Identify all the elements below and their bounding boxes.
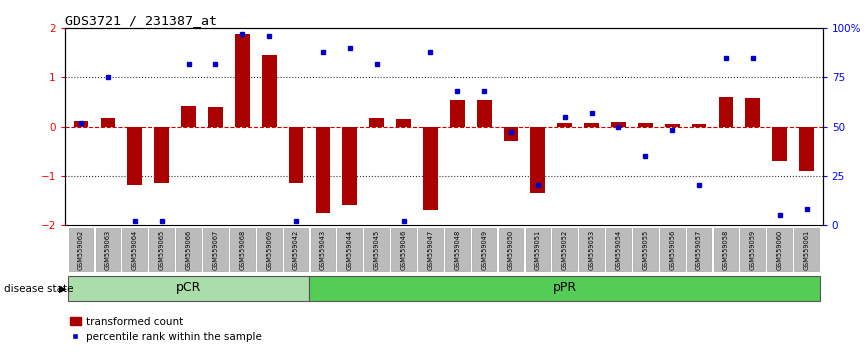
- FancyBboxPatch shape: [95, 228, 120, 272]
- Bar: [449, 99, 465, 126]
- Text: pPR: pPR: [553, 281, 577, 295]
- FancyBboxPatch shape: [740, 228, 766, 272]
- Text: GSM559059: GSM559059: [750, 229, 756, 270]
- FancyBboxPatch shape: [499, 228, 523, 272]
- FancyBboxPatch shape: [176, 228, 201, 272]
- FancyBboxPatch shape: [257, 228, 281, 272]
- Text: GSM559049: GSM559049: [481, 229, 488, 270]
- Bar: [558, 123, 572, 126]
- FancyBboxPatch shape: [526, 228, 550, 272]
- FancyBboxPatch shape: [122, 228, 147, 272]
- FancyBboxPatch shape: [68, 276, 309, 301]
- Text: GSM559043: GSM559043: [320, 229, 326, 270]
- Bar: [315, 126, 330, 212]
- Text: GSM559047: GSM559047: [428, 229, 433, 270]
- Bar: [74, 121, 88, 126]
- Text: GSM559066: GSM559066: [185, 229, 191, 270]
- Bar: [531, 126, 546, 193]
- Text: GSM559052: GSM559052: [562, 229, 568, 270]
- Text: disease state: disease state: [4, 284, 74, 293]
- Text: GSM559060: GSM559060: [777, 229, 783, 270]
- Text: GSM559053: GSM559053: [589, 229, 595, 270]
- Text: ▶: ▶: [59, 284, 67, 293]
- FancyBboxPatch shape: [338, 228, 362, 272]
- FancyBboxPatch shape: [284, 228, 308, 272]
- FancyBboxPatch shape: [230, 228, 255, 272]
- Bar: [799, 126, 814, 171]
- Legend: transformed count, percentile rank within the sample: transformed count, percentile rank withi…: [70, 317, 262, 342]
- Text: GSM559045: GSM559045: [373, 229, 379, 270]
- FancyBboxPatch shape: [579, 228, 604, 272]
- FancyBboxPatch shape: [660, 228, 685, 272]
- FancyBboxPatch shape: [606, 228, 630, 272]
- Text: GSM559061: GSM559061: [804, 229, 810, 270]
- FancyBboxPatch shape: [365, 228, 389, 272]
- Bar: [719, 97, 734, 126]
- Bar: [504, 126, 519, 141]
- Text: GSM559046: GSM559046: [400, 229, 406, 270]
- Text: GSM559068: GSM559068: [239, 229, 245, 270]
- FancyBboxPatch shape: [391, 228, 416, 272]
- Text: GSM559064: GSM559064: [132, 229, 138, 270]
- FancyBboxPatch shape: [687, 228, 712, 272]
- Text: GSM559069: GSM559069: [266, 229, 272, 270]
- Text: GSM559054: GSM559054: [616, 229, 622, 270]
- Bar: [423, 126, 438, 210]
- Bar: [477, 99, 492, 126]
- Bar: [262, 55, 276, 126]
- Text: GSM559058: GSM559058: [723, 229, 729, 270]
- Text: GSM559051: GSM559051: [535, 229, 541, 270]
- Text: GDS3721 / 231387_at: GDS3721 / 231387_at: [65, 14, 217, 27]
- FancyBboxPatch shape: [68, 228, 94, 272]
- FancyBboxPatch shape: [633, 228, 657, 272]
- Bar: [665, 124, 680, 126]
- Text: GSM559042: GSM559042: [293, 229, 299, 270]
- FancyBboxPatch shape: [714, 228, 739, 272]
- Text: GSM559056: GSM559056: [669, 229, 675, 270]
- FancyBboxPatch shape: [553, 228, 577, 272]
- Bar: [181, 106, 196, 126]
- Text: GSM559063: GSM559063: [105, 229, 111, 270]
- FancyBboxPatch shape: [149, 228, 174, 272]
- Bar: [369, 118, 384, 126]
- Text: GSM559050: GSM559050: [508, 229, 514, 270]
- FancyBboxPatch shape: [203, 228, 228, 272]
- Bar: [638, 123, 653, 126]
- Text: GSM559044: GSM559044: [346, 229, 352, 270]
- Bar: [772, 126, 787, 161]
- Bar: [154, 126, 169, 183]
- Bar: [127, 126, 142, 185]
- Text: GSM559065: GSM559065: [158, 229, 165, 270]
- Bar: [208, 107, 223, 126]
- Bar: [288, 126, 303, 183]
- Text: GSM559062: GSM559062: [78, 229, 84, 270]
- Bar: [100, 118, 115, 126]
- Bar: [692, 124, 707, 126]
- FancyBboxPatch shape: [418, 228, 443, 272]
- FancyBboxPatch shape: [472, 228, 496, 272]
- FancyBboxPatch shape: [767, 228, 792, 272]
- Text: GSM559048: GSM559048: [455, 229, 460, 270]
- FancyBboxPatch shape: [445, 228, 469, 272]
- Text: GSM559055: GSM559055: [643, 229, 649, 270]
- Bar: [585, 123, 599, 126]
- Bar: [342, 126, 357, 205]
- FancyBboxPatch shape: [309, 276, 820, 301]
- Bar: [611, 122, 626, 126]
- Bar: [746, 98, 760, 126]
- Text: GSM559067: GSM559067: [212, 229, 218, 270]
- Text: pCR: pCR: [176, 281, 201, 295]
- Text: GSM559057: GSM559057: [696, 229, 702, 270]
- FancyBboxPatch shape: [311, 228, 335, 272]
- Bar: [396, 119, 410, 126]
- Bar: [235, 34, 249, 126]
- FancyBboxPatch shape: [794, 228, 819, 272]
